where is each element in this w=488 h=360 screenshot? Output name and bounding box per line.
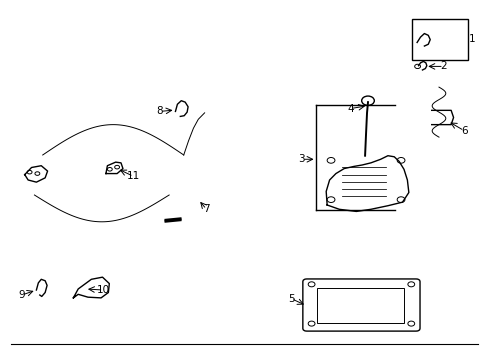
Bar <box>411 19 467 60</box>
Text: 4: 4 <box>346 104 353 113</box>
Text: 6: 6 <box>460 126 467 136</box>
Text: 9: 9 <box>19 290 25 300</box>
Text: 11: 11 <box>127 171 140 181</box>
Text: 5: 5 <box>287 294 294 303</box>
Text: 3: 3 <box>298 154 305 164</box>
Text: 10: 10 <box>97 285 110 295</box>
Bar <box>317 288 403 323</box>
Text: 2: 2 <box>440 62 446 71</box>
Text: 7: 7 <box>203 204 209 214</box>
Text: 1: 1 <box>468 34 474 44</box>
Text: 8: 8 <box>156 107 163 116</box>
